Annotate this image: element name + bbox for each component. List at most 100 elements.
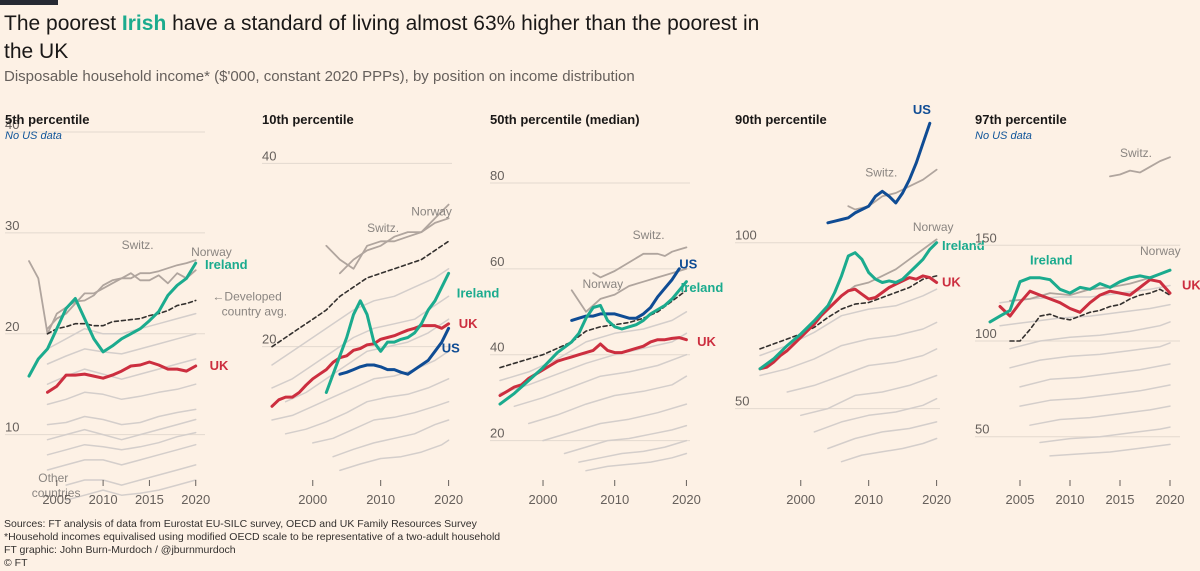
series-label: UK [942,275,961,290]
series-line-other [759,321,938,377]
series-line-switz [592,246,688,279]
series-line-developed-country-avg [1009,288,1171,342]
chart-subtitle: Disposable household income* ($'000, con… [4,68,635,85]
series-line-other [46,431,197,456]
series-label: Ireland [457,286,500,301]
series-line-other [1019,384,1171,407]
series-line-other [46,418,197,441]
series-line-other [578,439,688,463]
y-tick-label: 100 [975,326,997,341]
series-line-developed-country-avg [271,240,450,348]
series-line-developed-country-avg [499,289,688,369]
y-tick-label: 20 [5,319,19,334]
series-line-other [542,403,688,442]
series-line-norway [46,259,197,330]
y-tick-label: 40 [5,117,19,132]
series-line-uk [998,278,1172,318]
x-tick-label: 2020 [1156,492,1185,507]
x-tick-label: 2015 [1106,492,1135,507]
no-us-data-note: No US data [5,130,62,142]
series-line-other [1019,363,1171,388]
series-line-other [1009,321,1171,350]
annotation: countries [32,486,81,500]
series-line-norway [1009,269,1171,302]
series-label: Ireland [205,257,248,272]
series-line-other [999,303,1171,327]
panel-50th-percentile: 20 40 60 80 US UK Ireland Switz. Norway 2000 2010 2… [490,100,725,515]
x-tick-label: 2020 [434,492,463,507]
annotation: country avg. [222,305,287,319]
series-label: Ireland [1030,253,1073,268]
title-end: have a standard of living almost 63% hig… [4,12,760,63]
series-line-norway [570,267,688,313]
series-label: UK [697,334,716,349]
footer: Sources: FT analysis of data from Eurost… [4,518,500,570]
annotation: Norway [582,277,623,291]
series-line-other [339,439,450,472]
x-tick-label: 2015 [135,492,164,507]
y-tick-label: 150 [975,230,997,245]
series-line-other [284,378,450,435]
panel-title: 50th percentile (median) [490,112,640,127]
series-line-other [271,295,450,389]
annotation: Switz. [367,221,399,235]
series-line-other [65,464,197,486]
title-start: The poorest [4,12,117,35]
y-tick-label: 40 [262,148,276,163]
annotation: Norway [191,245,232,259]
x-tick-label: 2005 [1006,492,1035,507]
series-line-other [813,397,938,433]
x-tick-label: 2020 [672,492,701,507]
plot-50th-percentile: 20 40 60 80 US UK Ireland Switz. Norway 2000 2010 2… [490,168,724,507]
series-line-other [46,408,197,426]
series-line-other [499,332,688,395]
series-line-us [826,121,932,225]
series-label: US [679,257,697,272]
series-line-us [570,267,681,322]
series-line-other [1049,443,1171,457]
y-tick-label: 10 [5,420,19,435]
series-line-other [786,348,938,393]
series-line-other [499,311,688,382]
series-line-ireland [27,261,198,378]
series-line-other [46,383,197,406]
x-tick-label: 2010 [1056,492,1085,507]
series-line-norway [339,203,450,275]
x-tick-label: 2020 [922,492,951,507]
series-line-ireland [498,280,688,406]
x-tick-label: 2000 [529,492,558,507]
footer-note: *Household incomes equivalised using mod… [4,531,501,543]
plot-10th-percentile: 20 40 US UK Ireland Switz. Norway 2000 2010 2020 [262,148,499,507]
annotation: Switz. [633,228,665,242]
panel-title: 5th percentile [5,112,90,127]
annotation: ←Developed [212,289,281,303]
series-line-other [1029,405,1171,426]
series-line-other [46,443,197,471]
plot-97th-percentile: 50 100 150 UK Ireland Switz. Norway 2005 2010 201… [975,146,1200,507]
y-tick-label: 20 [262,332,276,347]
panel-97th-percentile: 50 100 150 UK Ireland Switz. Norway 2005 2010 201… [975,100,1200,515]
panel-title: 97th percentile [975,112,1067,127]
series-label: US [913,102,931,117]
series-line-developed-country-avg [759,275,938,350]
series-line-us [338,326,451,376]
y-tick-label: 50 [735,394,749,409]
series-line-other [332,419,450,458]
series-line-other [800,374,938,417]
x-tick-label: 2000 [298,492,327,507]
series-line-other [65,479,197,501]
series-line-other [1039,426,1171,444]
series-line-other [585,452,688,472]
footer-credit: FT graphic: John Burn-Murdoch / @jburnmu… [4,544,236,556]
y-tick-label: 100 [735,228,757,243]
annotation: Switz. [1120,146,1152,160]
series-line-switz [28,260,197,335]
x-tick-label: 2010 [89,492,118,507]
x-tick-label: 2005 [42,492,71,507]
x-tick-label: 2020 [181,492,210,507]
series-line-other [827,421,938,450]
no-us-data-note: No US data [975,130,1032,142]
annotation: Norway [411,205,452,219]
y-tick-label: 80 [490,168,504,183]
series-label: Ireland [681,280,724,295]
